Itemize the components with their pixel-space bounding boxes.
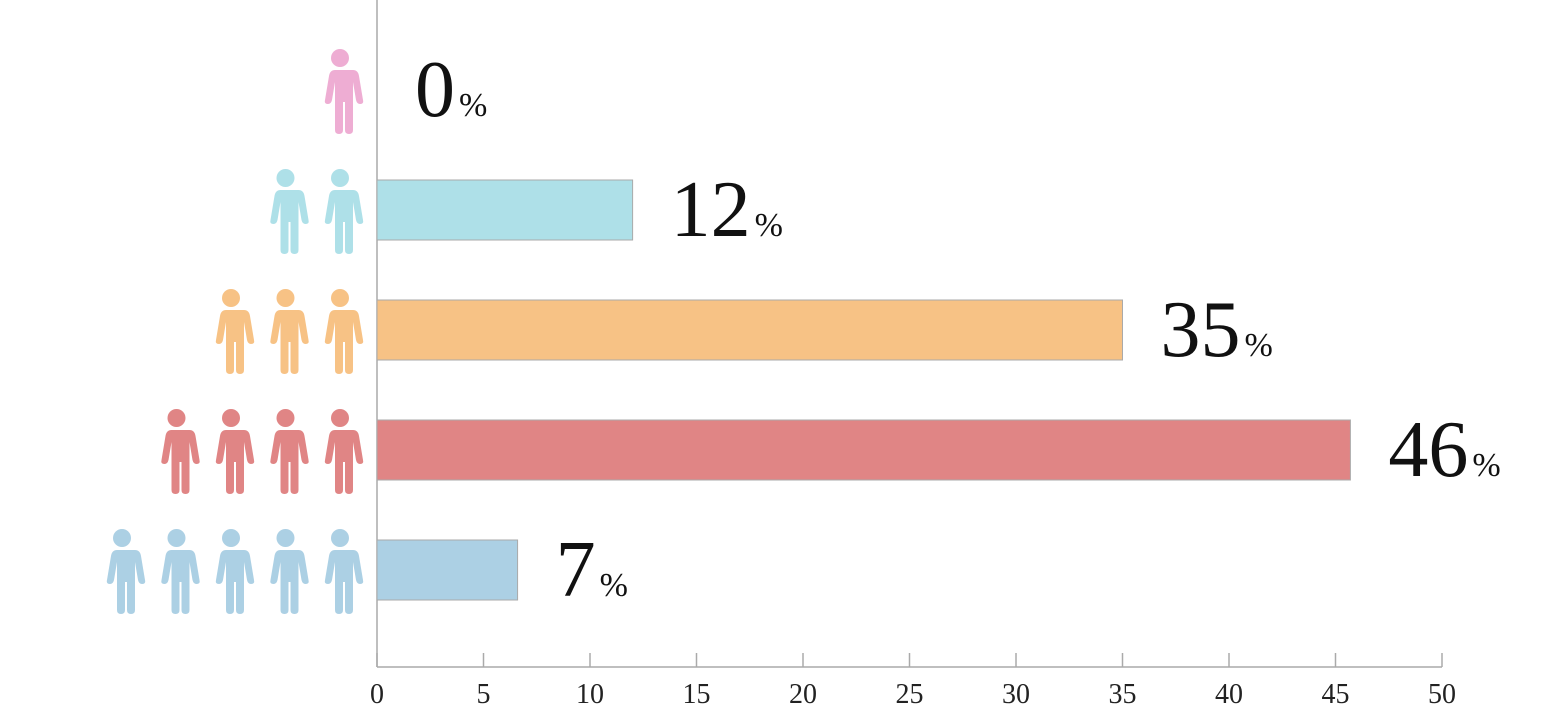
person-body — [324, 550, 364, 614]
value-label: 12% — [671, 166, 783, 254]
person-head — [331, 529, 349, 547]
person-body — [324, 430, 364, 494]
person-head — [167, 529, 186, 547]
category-icons — [270, 169, 364, 254]
bar — [376, 539, 519, 601]
bar — [376, 419, 1351, 481]
category-icons — [106, 529, 364, 614]
x-tick-label: 45 — [1322, 679, 1350, 706]
person-body — [215, 430, 255, 494]
value-label: 35% — [1161, 286, 1273, 374]
value-label: 0% — [415, 46, 487, 134]
category-icons — [215, 289, 364, 374]
person-head — [331, 289, 349, 307]
value-label-number: 7 — [556, 526, 596, 614]
x-tick-label: 15 — [683, 679, 711, 706]
person-body — [324, 310, 364, 374]
person-head — [222, 289, 240, 307]
x-tick-label: 20 — [789, 679, 817, 706]
person-body — [324, 70, 364, 134]
person-head — [331, 169, 349, 187]
value-label-number: 12 — [671, 166, 751, 254]
person-head — [276, 409, 295, 427]
person-body — [270, 430, 309, 494]
person-head — [167, 409, 186, 427]
person-head — [222, 409, 240, 427]
x-tick-label: 25 — [896, 679, 924, 706]
bar — [376, 299, 1123, 361]
value-label-unit: % — [600, 567, 628, 604]
person-body — [215, 550, 255, 614]
value-label-unit: % — [459, 87, 487, 124]
person-body — [161, 550, 200, 614]
x-tick-label: 40 — [1215, 679, 1243, 706]
person-head — [222, 529, 240, 547]
person-head — [113, 529, 131, 547]
x-tick-label: 30 — [1002, 679, 1030, 706]
x-tick-label: 35 — [1109, 679, 1137, 706]
x-tick-label: 0 — [370, 679, 384, 706]
person-head — [276, 289, 295, 307]
person-body — [270, 310, 309, 374]
value-label: 7% — [556, 526, 628, 614]
person-head — [331, 49, 349, 67]
value-label-unit: % — [755, 207, 783, 244]
value-label-number: 46 — [1388, 406, 1468, 494]
x-tick-label: 10 — [576, 679, 604, 706]
bar — [376, 179, 634, 241]
value-label-unit: % — [1245, 327, 1273, 364]
person-body — [324, 190, 364, 254]
value-label: 46% — [1388, 406, 1500, 494]
category-icons — [161, 409, 364, 494]
person-head — [276, 529, 295, 547]
person-body — [161, 430, 200, 494]
person-body — [270, 550, 309, 614]
value-label-unit: % — [1472, 447, 1500, 484]
x-tick-label: 50 — [1428, 679, 1456, 706]
x-tick-label: 5 — [477, 679, 491, 706]
person-head — [331, 409, 349, 427]
category-icons — [324, 49, 364, 134]
value-label-number: 0 — [415, 46, 455, 134]
person-body — [270, 190, 309, 254]
person-head — [276, 169, 295, 187]
person-body — [215, 310, 255, 374]
value-label-number: 35 — [1161, 286, 1241, 374]
person-body — [106, 550, 146, 614]
